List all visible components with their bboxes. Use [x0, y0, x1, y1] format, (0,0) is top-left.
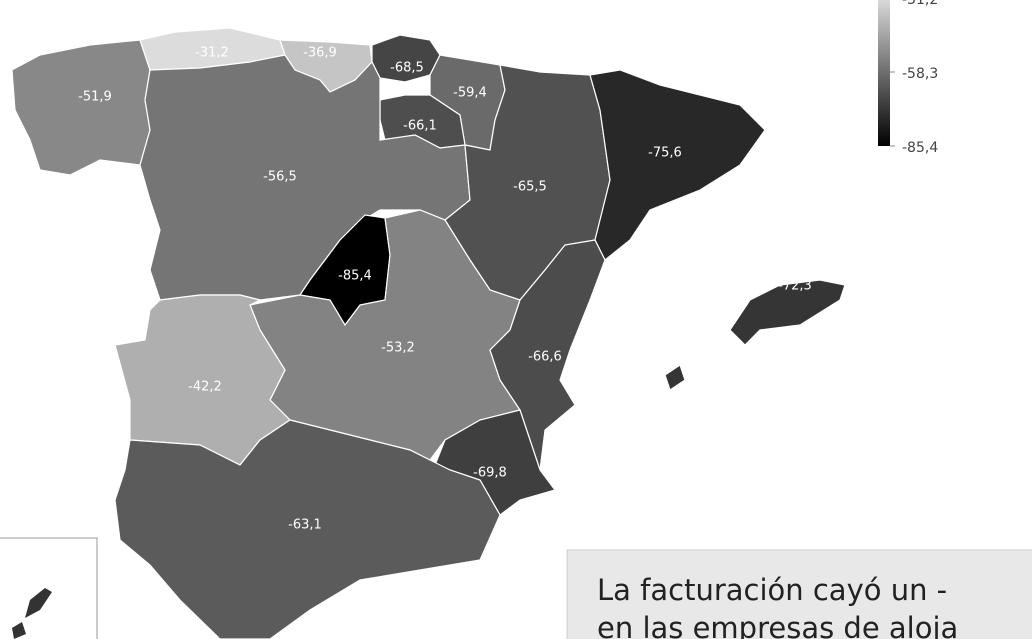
value-label: -66,6: [528, 350, 562, 365]
region: [664, 279, 846, 391]
value-label: -69,8: [473, 466, 507, 481]
value-label: -85,4: [338, 269, 372, 284]
value-label: -72,3: [778, 279, 812, 294]
region: [11, 39, 151, 176]
legend: -31,2 -58,3 -85,4: [878, 0, 938, 156]
canarias-inset: [0, 537, 98, 639]
labels: -51,9 -31,2 -36,9 -68,5 -59,4 -66,1 -56,5 -65,5…: [78, 46, 812, 533]
region: [589, 69, 766, 261]
value-label: -75,6: [648, 146, 682, 161]
value-label: -53,2: [381, 341, 415, 356]
legend-tick-label: -58,3: [902, 66, 938, 82]
region: [114, 419, 501, 639]
canarias-island: [12, 588, 52, 639]
value-label: -66,1: [403, 119, 437, 134]
region: [489, 239, 606, 471]
regions: [11, 27, 846, 639]
caption-line: en las empresas de aloja: [597, 611, 958, 639]
value-label: -31,2: [195, 46, 229, 61]
value-label: -65,5: [513, 180, 547, 195]
value-label: -56,5: [263, 170, 297, 185]
value-label: -51,9: [78, 90, 112, 105]
caption-box: [566, 549, 1032, 639]
value-label: -68,5: [390, 61, 424, 76]
caption-line: La facturación cayó un -: [597, 573, 947, 607]
value-label: -63,1: [288, 518, 322, 533]
legend-tick-label: -31,2: [902, 0, 938, 8]
legend-tick-label: -85,4: [902, 140, 938, 156]
legend-colorbar: [878, 0, 890, 146]
value-label: -36,9: [303, 46, 337, 61]
value-label: -42,2: [188, 380, 222, 395]
value-label: -59,4: [453, 86, 487, 101]
